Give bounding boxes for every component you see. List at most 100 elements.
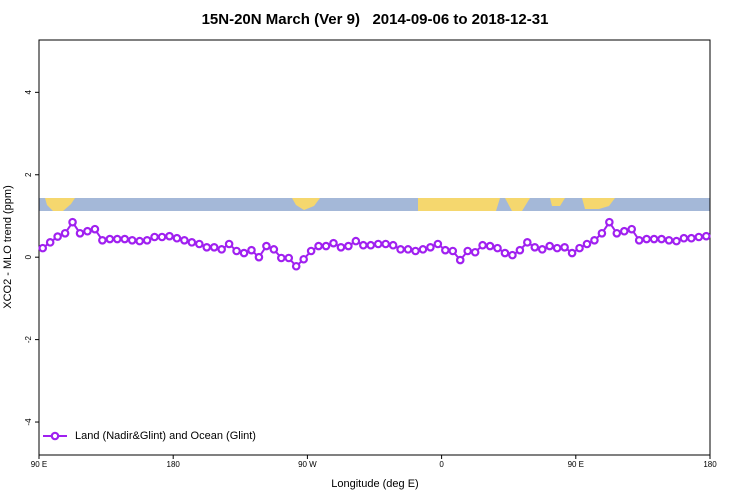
data-point	[694, 232, 704, 242]
data-point	[575, 243, 584, 253]
data-point	[105, 234, 115, 244]
data-point	[515, 245, 525, 255]
data-point	[98, 235, 107, 245]
data-point	[545, 241, 555, 251]
data-point	[396, 245, 405, 254]
data-point	[90, 224, 100, 234]
data-point	[373, 239, 383, 249]
data-point	[239, 248, 249, 258]
x-tick-label: 90 W	[298, 460, 317, 469]
data-point	[135, 236, 144, 246]
data-point	[463, 246, 472, 256]
data-point	[627, 224, 637, 234]
data-point	[619, 226, 629, 236]
y-tick-label: -2	[24, 336, 33, 344]
x-tick-label: 90 E	[568, 460, 584, 469]
chart-title: 15N-20N March (Ver 9) 2014-09-06 to 2018…	[202, 11, 549, 28]
x-tick-label: 90 E	[31, 460, 47, 469]
data-point	[493, 243, 502, 253]
data-point	[567, 248, 577, 258]
data-point	[157, 232, 167, 242]
data-point	[470, 247, 480, 257]
data-point	[485, 241, 495, 251]
data-point	[530, 242, 540, 252]
data-point	[202, 242, 212, 252]
y-tick-label: 0	[24, 254, 33, 259]
data-point	[165, 231, 174, 241]
data-point	[582, 239, 592, 249]
y-tick-label: -4	[24, 418, 33, 426]
data-point	[448, 246, 458, 256]
data-point	[299, 254, 308, 264]
y-tick-label: 2	[24, 172, 33, 177]
data-point	[127, 235, 137, 245]
data-point	[642, 234, 651, 244]
data-point	[291, 261, 301, 271]
data-point	[433, 239, 443, 249]
data-point	[172, 233, 182, 243]
data-point	[284, 253, 294, 263]
data-point	[277, 253, 286, 263]
data-point	[649, 234, 659, 244]
data-point	[590, 235, 599, 245]
data-point	[232, 246, 241, 256]
data-point	[150, 232, 159, 242]
data-point	[381, 239, 390, 249]
plot-frame	[38, 39, 711, 456]
data-point	[269, 245, 279, 254]
data-point	[45, 238, 55, 247]
data-point	[418, 245, 428, 254]
data-point	[657, 234, 666, 244]
data-point	[537, 245, 547, 254]
data-point	[478, 240, 487, 250]
data-point	[321, 241, 331, 251]
data-point	[314, 241, 323, 251]
data-point	[455, 255, 465, 265]
x-tick-label: 180	[167, 460, 181, 469]
data-point	[53, 232, 62, 241]
data-point	[209, 242, 219, 252]
data-point	[597, 228, 607, 238]
y-axis-label: XCO2 - MLO trend (ppm)	[2, 185, 14, 308]
data-point	[687, 233, 696, 243]
map-strip	[39, 198, 710, 211]
data-point	[612, 228, 622, 238]
data-point	[60, 228, 70, 238]
data-point	[552, 243, 562, 253]
data-point	[403, 245, 413, 254]
data-point	[351, 236, 361, 246]
data-point	[112, 234, 122, 244]
data-point	[672, 236, 681, 246]
data-point	[359, 240, 368, 250]
data-point	[83, 226, 92, 236]
data-point	[508, 250, 517, 260]
y-tick-label: 4	[24, 90, 33, 95]
data-point	[388, 240, 398, 250]
data-point	[523, 238, 532, 247]
data-point	[701, 231, 711, 241]
data-point	[142, 235, 152, 245]
legend-label: Land (Nadir&Glint) and Ocean (Glint)	[75, 430, 256, 442]
data-point	[366, 240, 376, 250]
data-point	[634, 235, 644, 245]
data-point	[194, 239, 204, 249]
legend-marker	[50, 431, 60, 441]
data-point	[306, 246, 316, 256]
data-point	[262, 241, 271, 251]
data-point	[344, 241, 353, 251]
data-point	[336, 242, 346, 252]
data-point	[247, 245, 256, 255]
data-point	[68, 217, 77, 227]
data-point	[187, 238, 197, 247]
data-point	[679, 233, 689, 243]
x-axis-label: Longitude (deg E)	[331, 478, 418, 490]
data-point	[217, 245, 226, 254]
data-point	[75, 228, 85, 238]
data-point	[605, 217, 614, 227]
data-point	[120, 234, 130, 244]
data-point	[560, 242, 569, 252]
data-point	[329, 238, 338, 248]
x-tick-label: 180	[703, 460, 717, 469]
data-point	[254, 252, 264, 262]
